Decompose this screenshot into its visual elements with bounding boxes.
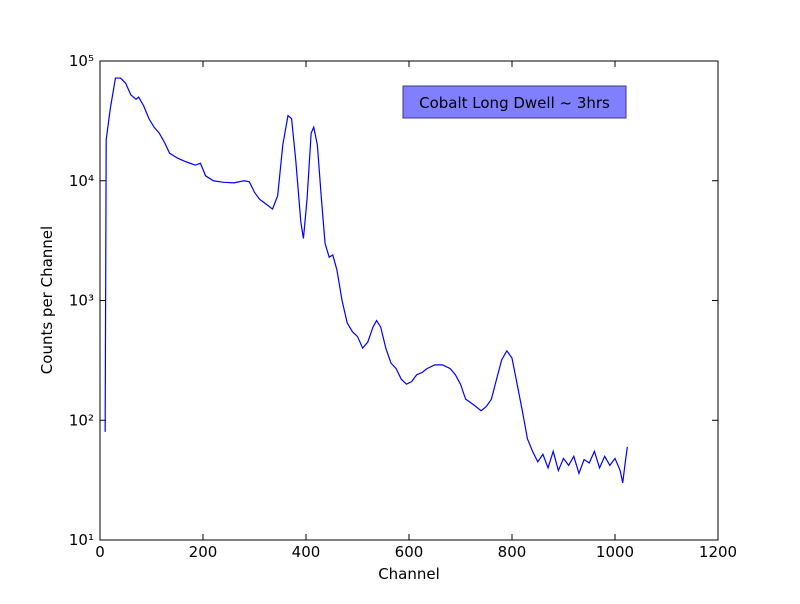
x-tick-label: 1200 [699,543,737,561]
y-tick-label: 10² [69,411,94,429]
x-tick-label: 400 [292,543,321,561]
y-tick-label: 10³ [69,292,94,310]
annotation: Cobalt Long Dwell ~ 3hrs [419,94,610,112]
x-tick-label: 800 [498,543,527,561]
y-tick-label: 10⁴ [69,172,94,190]
y-axis-label: Counts per Channel [38,226,56,374]
y-tick-label: 10⁵ [69,52,94,70]
spectrum-line [104,77,628,483]
x-tick-label: 600 [395,543,424,561]
x-tick-label: 200 [189,543,218,561]
annotation-box [402,85,627,119]
x-axis-label: Channel [378,565,440,583]
y-tick-label: 10¹ [69,531,94,549]
x-tick-label: 1000 [596,543,634,561]
x-tick-label: 0 [95,543,105,561]
